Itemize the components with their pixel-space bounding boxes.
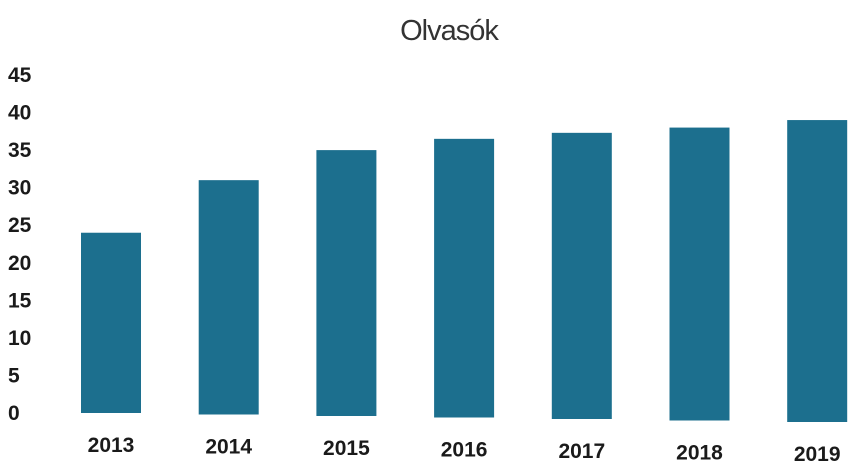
x-tick-label: 2016 <box>441 439 488 462</box>
x-tick-label: 2018 <box>676 442 723 465</box>
x-tick-label: 2017 <box>558 440 605 463</box>
x-tick-label: 2015 <box>323 437 370 460</box>
y-tick-label: 5 <box>8 364 20 387</box>
y-tick-label: 25 <box>8 214 32 237</box>
bars-group <box>81 120 848 423</box>
bar-2019 <box>787 120 848 423</box>
y-tick-label: 20 <box>8 252 31 275</box>
bar-2016 <box>434 138 495 418</box>
y-tick-label: 35 <box>8 139 32 162</box>
y-tick-label: 45 <box>8 64 32 87</box>
bar-2013 <box>81 232 141 413</box>
x-tick-label: 2014 <box>205 436 252 459</box>
chart-title: Olvasók <box>400 15 499 47</box>
y-axis: 0 5 10 15 20 25 30 35 40 45 <box>8 64 32 425</box>
y-tick-label: 0 <box>8 402 20 425</box>
y-tick-label: 30 <box>8 177 31 200</box>
bar-2018 <box>669 127 730 421</box>
bar-2017 <box>551 132 612 419</box>
x-tick-label: 2013 <box>88 434 135 457</box>
y-tick-label: 40 <box>8 102 31 125</box>
y-tick-label: 15 <box>8 289 32 312</box>
bar-2015 <box>316 150 377 416</box>
x-axis: 2013 2014 2015 2016 2017 2018 2019 <box>88 434 841 466</box>
y-tick-label: 10 <box>8 327 31 350</box>
bar-2014 <box>198 180 259 415</box>
x-tick-label: 2019 <box>794 443 841 466</box>
